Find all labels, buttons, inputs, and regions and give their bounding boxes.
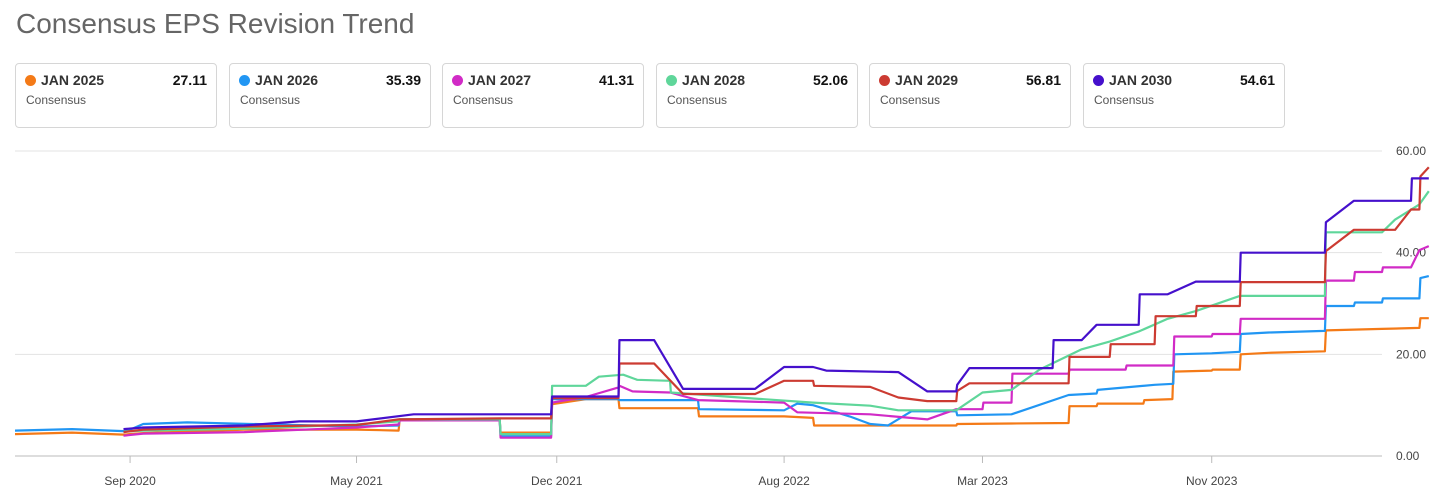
series-color-dot [239, 75, 250, 86]
card-label: JAN 2026 [255, 72, 319, 88]
series-line-jan-2025 [14, 317, 1429, 436]
legend-card-jan-2027[interactable]: JAN 2027 41.31 Consensus [442, 63, 644, 128]
series-color-dot [1093, 75, 1104, 86]
series-line-jan-2026 [14, 275, 1430, 438]
series-line-jan-2029 [123, 166, 1430, 434]
card-sublabel: Consensus [1094, 93, 1155, 107]
card-sublabel: Consensus [453, 93, 514, 107]
series-line-jan-2030 [123, 177, 1429, 431]
series-color-dot [25, 75, 36, 86]
legend-card-jan-2025[interactable]: JAN 2025 27.11 Consensus [15, 63, 217, 128]
series-line-jan-2028 [123, 190, 1430, 436]
card-value: 52.06 [812, 72, 848, 88]
card-value: 41.31 [598, 72, 634, 88]
x-tick-label: Nov 2023 [1186, 474, 1238, 488]
card-value: 54.61 [1239, 72, 1275, 88]
series-color-dot [452, 75, 463, 86]
series-color-dot [666, 75, 677, 86]
x-tick-label: Sep 2020 [104, 474, 156, 488]
legend-card-jan-2030[interactable]: JAN 2030 54.61 Consensus [1083, 63, 1285, 128]
legend-card-jan-2026[interactable]: JAN 2026 35.39 Consensus [229, 63, 431, 128]
card-label: JAN 2029 [895, 72, 959, 88]
card-label: JAN 2027 [468, 72, 532, 88]
card-sublabel: Consensus [667, 93, 728, 107]
card-value: 27.11 [172, 72, 207, 88]
card-sublabel: Consensus [26, 93, 87, 107]
card-sublabel: Consensus [240, 93, 301, 107]
y-tick-label: 60.00 [1396, 144, 1426, 158]
x-tick-label: Aug 2022 [758, 474, 810, 488]
series-line-jan-2027 [123, 245, 1430, 439]
card-label: JAN 2028 [682, 72, 746, 88]
x-tick-label: Mar 2023 [957, 474, 1008, 488]
y-tick-label: 20.00 [1396, 347, 1426, 361]
card-value: 56.81 [1025, 72, 1061, 88]
x-tick-label: Dec 2021 [531, 474, 583, 488]
x-tick-label: May 2021 [330, 474, 383, 488]
y-tick-label: 40.00 [1396, 246, 1426, 260]
y-tick-label: 0.00 [1396, 449, 1420, 463]
eps-line-chart[interactable]: 0.00 20.00 40.00 60.00 Sep 2020 May 2021 Dec 2… [0, 140, 1444, 499]
series-color-dot [879, 75, 890, 86]
card-value: 35.39 [385, 72, 421, 88]
legend-card-jan-2028[interactable]: JAN 2028 52.06 Consensus [656, 63, 858, 128]
page-title: Consensus EPS Revision Trend [16, 8, 415, 39]
card-sublabel: Consensus [880, 93, 941, 107]
card-label: JAN 2030 [1109, 72, 1173, 88]
legend-card-jan-2029[interactable]: JAN 2029 56.81 Consensus [869, 63, 1071, 128]
card-label: JAN 2025 [41, 72, 105, 88]
